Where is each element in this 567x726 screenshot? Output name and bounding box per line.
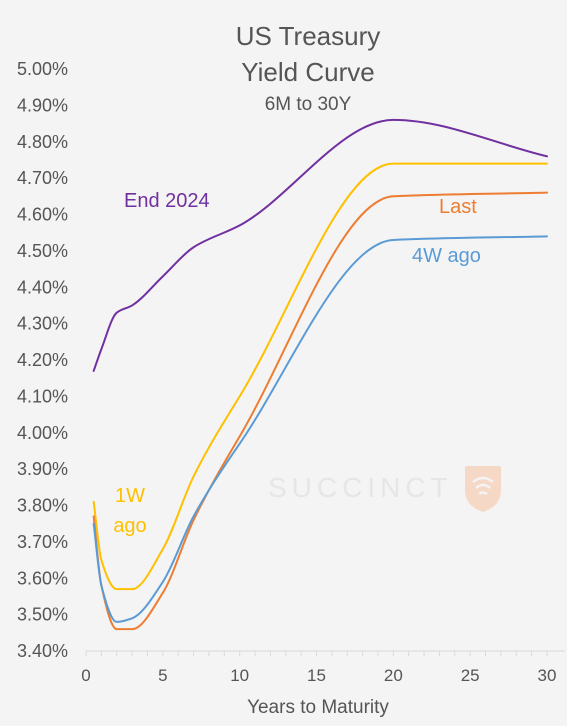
wifi-shield-icon <box>465 466 501 512</box>
y-tick-label: 4.50% <box>17 241 68 261</box>
y-tick-label: 5.00% <box>17 59 68 79</box>
y-axis-ticks: 3.40% 3.50% 3.60% 3.70% 3.80% 3.90% 4.00% 4.10%… <box>17 59 68 661</box>
chart-title-line-1: US Treasury <box>236 21 381 51</box>
y-tick-label: 4.20% <box>17 350 68 370</box>
y-tick-label: 4.30% <box>17 314 68 334</box>
series-line-last <box>92 191 548 631</box>
series-label-1w-ago: 1W <box>115 485 145 507</box>
x-tick-label: 25 <box>461 666 480 685</box>
watermark-text: SUCCINCT <box>268 472 453 503</box>
series-label-1w-ago: ago <box>113 515 146 537</box>
x-tick-label: 5 <box>158 666 167 685</box>
series-label-last: Last <box>439 196 477 218</box>
y-tick-label: 3.80% <box>17 496 68 516</box>
y-tick-label: 4.10% <box>17 386 68 406</box>
x-tick-label: 10 <box>230 666 249 685</box>
series-labels: End 2024 1W ago Last 4W ago <box>113 190 481 537</box>
series-line-4w-ago <box>92 235 548 623</box>
x-tick-label: 20 <box>384 666 403 685</box>
y-tick-label: 4.80% <box>17 132 68 152</box>
series-label-end-2024: End 2024 <box>124 190 210 212</box>
series-line-1w-ago <box>92 162 548 591</box>
chart-title-line-2: Yield Curve <box>241 57 374 87</box>
y-tick-label: 4.40% <box>17 277 68 297</box>
chart-subtitle: 6M to 30Y <box>265 94 352 115</box>
series-lines <box>92 118 548 631</box>
series-line-end-2024 <box>92 118 548 372</box>
y-tick-label: 3.50% <box>17 605 68 625</box>
y-tick-label: 4.70% <box>17 168 68 188</box>
y-tick-label: 4.90% <box>17 95 68 115</box>
x-axis: 0 5 10 15 20 25 30 <box>81 650 565 685</box>
x-tick-label: 30 <box>538 666 557 685</box>
y-tick-label: 4.60% <box>17 205 68 225</box>
y-tick-label: 4.00% <box>17 423 68 443</box>
x-tick-label: 0 <box>81 666 90 685</box>
y-tick-label: 3.60% <box>17 568 68 588</box>
x-axis-label: Years to Maturity <box>247 697 389 718</box>
y-tick-label: 3.90% <box>17 459 68 479</box>
y-tick-label: 3.70% <box>17 532 68 552</box>
y-tick-label: 3.40% <box>17 641 68 661</box>
x-tick-label: 15 <box>307 666 326 685</box>
watermark: SUCCINCT <box>268 466 501 512</box>
series-label-4w-ago: 4W ago <box>412 245 481 267</box>
